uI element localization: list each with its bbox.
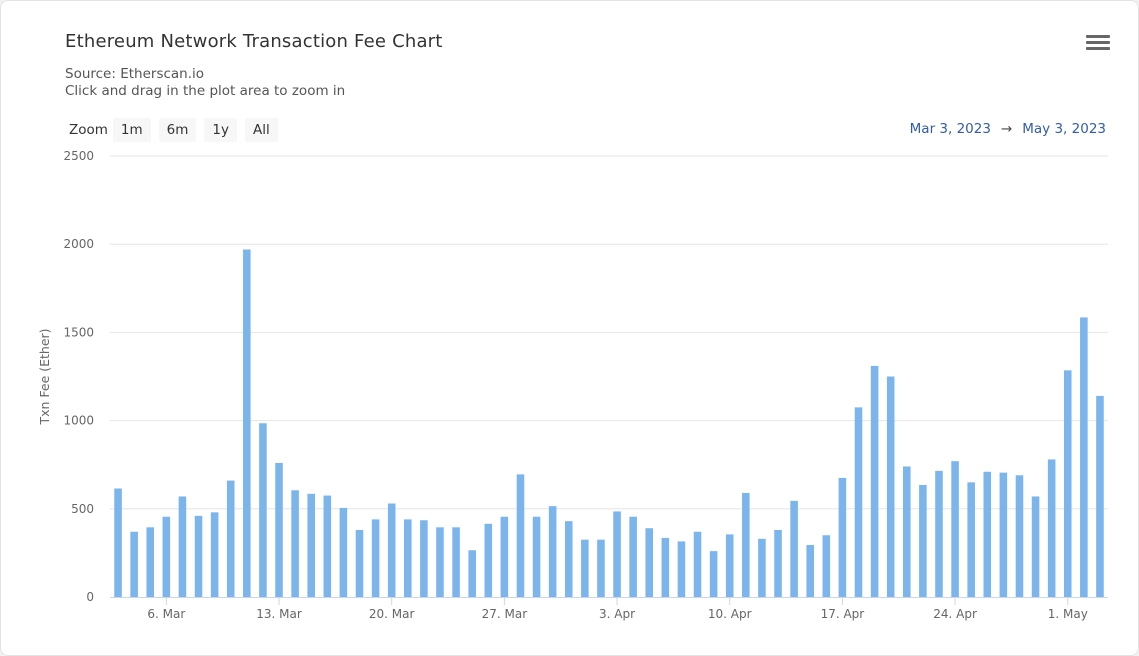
bar[interactable] [371,519,380,597]
bar[interactable] [935,470,943,597]
bar[interactable] [822,535,831,597]
bar[interactable] [806,544,814,597]
chart-title: Ethereum Network Transaction Fee Chart [65,31,443,52]
bar[interactable] [130,531,138,597]
zoom-1y-button[interactable]: 1y [204,118,238,142]
bar[interactable] [999,472,1008,597]
bar[interactable] [1096,395,1104,597]
bar[interactable] [951,461,959,597]
zoom-6m-button[interactable]: 6m [158,118,197,142]
bar[interactable] [903,466,911,597]
bar[interactable] [1031,496,1040,597]
x-tick-label: 3. Apr [599,607,635,621]
bar[interactable] [742,492,750,597]
y-tick-label: 0 [86,590,94,604]
bar[interactable] [1063,370,1072,597]
bar[interactable] [387,503,396,597]
bar[interactable] [291,490,299,597]
range-arrow: → [1000,121,1013,137]
x-tick-label: 20. Mar [369,607,415,621]
y-tick-label: 1500 [63,325,94,339]
zoom-label: Zoom [69,122,108,138]
bar[interactable] [1015,475,1024,597]
bar[interactable] [178,496,187,597]
y-axis-title: Txn Fee (Ether) [37,328,52,425]
bar[interactable] [162,516,171,597]
bar[interactable] [484,523,493,597]
bar[interactable] [790,500,798,597]
bar[interactable] [564,521,573,597]
bar[interactable] [854,407,863,597]
zoom-all-button[interactable]: All [245,118,278,142]
zoom-hint-text: Click and drag in the plot area to zoom … [65,83,346,99]
bar[interactable] [420,520,428,597]
bar[interactable] [259,423,267,597]
range-from-date[interactable]: Mar 3, 2023 [909,121,991,137]
bar[interactable] [323,495,332,597]
bar[interactable] [886,376,895,598]
bar[interactable] [919,484,927,597]
x-tick-label: 24. Apr [933,607,977,621]
bar[interactable] [709,551,718,597]
bar[interactable] [967,482,975,597]
bar[interactable] [452,527,460,597]
x-tick-label: 1. May [1048,607,1088,621]
bar[interactable] [1047,459,1056,597]
x-tick-label: 6. Mar [147,607,185,621]
bar[interactable] [226,480,235,597]
bar[interactable] [629,516,637,597]
bar[interactable] [114,488,122,597]
bar[interactable] [613,511,621,597]
bar[interactable] [307,493,315,597]
bar[interactable] [436,527,444,597]
bar[interactable] [500,516,509,597]
bar[interactable] [146,527,155,597]
y-tick-label: 500 [71,502,94,516]
y-tick-label: 2500 [63,149,94,163]
bar[interactable] [645,528,654,597]
x-tick-label: 27. Mar [482,607,528,621]
bar[interactable] [677,541,686,597]
x-tick-label: 10. Apr [708,607,752,621]
range-to-date[interactable]: May 3, 2023 [1022,121,1106,137]
hamburger-menu-icon[interactable] [1086,35,1110,55]
bar[interactable] [983,471,992,597]
bar[interactable] [1080,317,1088,597]
zoom-1m-button[interactable]: 1m [112,118,151,142]
y-tick-label: 2000 [63,237,94,251]
source-text: Source: Etherscan.io [65,66,205,82]
bar[interactable] [194,515,203,597]
chart-subtitle: Source: Etherscan.io Click and drag in t… [65,66,345,100]
bar[interactable] [661,537,670,597]
bar[interactable] [339,507,348,597]
bar[interactable] [870,365,879,597]
bar[interactable] [355,529,364,597]
bar[interactable] [210,512,219,597]
y-tick-label: 1000 [63,414,94,428]
bar[interactable] [693,531,702,597]
bar[interactable] [725,534,734,597]
bar[interactable] [468,550,476,597]
bar[interactable] [774,529,782,597]
x-tick-label: 17. Apr [821,607,865,621]
zoom-selector: Zoom 1m 6m 1y All [65,118,286,142]
bar[interactable] [516,474,525,597]
date-range: Mar 3, 2023 → May 3, 2023 [910,121,1106,137]
x-tick-label: 13. Mar [256,607,302,621]
bar[interactable] [758,538,766,597]
bar[interactable] [532,516,541,597]
bar[interactable] [404,519,412,597]
bar[interactable] [597,539,605,597]
bar[interactable] [548,506,557,597]
bar[interactable] [243,249,251,597]
bar[interactable] [275,462,283,597]
bar[interactable] [838,477,847,597]
bar[interactable] [581,539,589,597]
